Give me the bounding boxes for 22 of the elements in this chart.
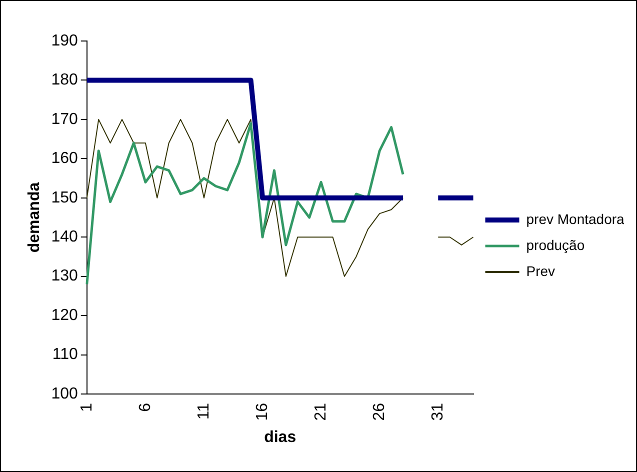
x-tick-label: 11 xyxy=(195,402,212,420)
y-tick-label: 170 xyxy=(51,110,78,128)
x-tick-label: 26 xyxy=(370,402,388,421)
y-tick-label: 100 xyxy=(51,385,78,402)
x-tick-label: 1 xyxy=(78,402,96,412)
x-axis-title: dias xyxy=(264,428,296,446)
y-tick-label: 190 xyxy=(51,32,78,50)
legend-label: prev Montadora xyxy=(526,210,625,227)
legend-label: Prev xyxy=(526,262,556,279)
y-axis-title: demanda xyxy=(26,182,44,253)
x-tick-label: 31 xyxy=(430,402,447,421)
y-tick-label: 180 xyxy=(51,72,78,89)
y-tick-label: 110 xyxy=(52,346,78,364)
x-tick-label: 6 xyxy=(136,402,154,412)
x-tick-label: 16 xyxy=(254,402,271,421)
y-tick-label: 150 xyxy=(51,189,78,206)
y-tick-label: 120 xyxy=(51,306,78,324)
legend-label: produção xyxy=(526,236,585,253)
x-tick-label: 21 xyxy=(312,402,330,421)
y-tick-label: 130 xyxy=(51,268,78,285)
y-tick-label: 160 xyxy=(51,150,78,168)
y-tick-label: 140 xyxy=(51,228,78,246)
